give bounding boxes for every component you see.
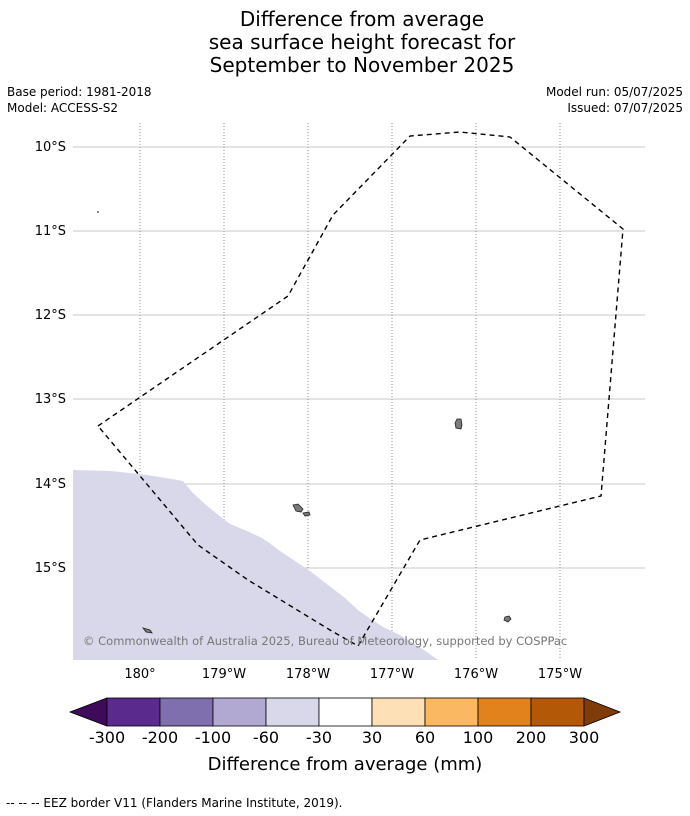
colorbar-bin [318,697,373,727]
island-wallis [454,418,463,430]
lat-label-14s: 14°S [35,477,66,492]
lat-label-11s: 11°S [35,224,66,239]
colorbar-tick-label: -60 [253,728,279,747]
island-small-se [503,615,512,623]
title-line-1: Difference from average [239,7,485,31]
lat-label-13s: 13°S [35,392,66,407]
lat-label-15s: 15°S [35,561,66,576]
base-period: Base period: 1981-2018 [7,85,152,99]
issued-date: Issued: 07/07/2025 [567,101,683,115]
colorbar-bin [424,697,479,727]
anomaly-region [73,470,438,660]
colorbar-tick-label: -300 [89,728,125,747]
colorbar-bin [371,697,426,727]
colorbar-bin [159,697,214,727]
title-line-3: September to November 2025 [209,53,515,77]
lon-label-175w: 175°W [538,667,582,682]
lon-label-178w: 178°W [286,667,330,682]
copyright-notice: © Commonwealth of Australia 2025, Bureau… [83,634,567,648]
island-dot-nw [97,211,99,213]
lon-label-179w: 179°W [202,667,246,682]
colorbar-tick-label: 30 [362,728,382,747]
model-name: Model: ACCESS-S2 [7,101,119,115]
colorbar-tick-label: 100 [463,728,494,747]
map-title: Difference from average sea surface heig… [0,8,690,77]
colorbar-bin [530,697,585,727]
colorbar-max-extend [583,697,622,727]
lon-label-176w: 176°W [454,667,498,682]
meta-right: Model run: 05/07/2025 Issued: 07/07/2025 [546,84,683,116]
lat-gridlines [73,146,645,569]
meta-left: Base period: 1981-2018 Model: ACCESS-S2 [7,84,152,116]
island-futuna [292,503,304,513]
model-run: Model run: 05/07/2025 [545,85,683,99]
colorbar-tick-label: -100 [195,728,231,747]
eez-border [96,131,624,647]
colorbar-bin [212,697,267,727]
colorbar-tick-label: -200 [142,728,178,747]
eez-footnote: -- -- -- EEZ border V11 (Flanders Marine… [6,796,343,810]
lat-label-10s: 10°S [35,140,66,155]
lat-labels: 10°S 11°S 12°S 13°S 14°S 15°S [35,140,66,576]
colorbar-labels: -300 -200 -100 -60 -30 30 60 100 200 300 [89,728,599,747]
lon-label-177w: 177°W [370,667,414,682]
colorbar-min-extend [68,697,108,727]
lon-label-180: 180° [124,667,155,682]
lat-label-12s: 12°S [35,308,66,323]
islands [97,211,512,634]
colorbar-bin [106,697,161,727]
colorbar-tick-label: 60 [415,728,435,747]
colorbar-tick-label: 300 [569,728,600,747]
colorbar-tick-label: 200 [516,728,547,747]
colorbar-bin [477,697,532,727]
colorbar-tick-label: -30 [306,728,332,747]
lon-labels: 180° 179°W 178°W 177°W 176°W 175°W [124,667,582,682]
island-small-sw [141,627,153,634]
colorbar-title: Difference from average (mm) [208,754,483,775]
title-line-2: sea surface height forecast for [208,30,516,54]
colorbar [68,697,622,727]
colorbar-bin [265,697,320,727]
island-alofi [302,511,311,517]
